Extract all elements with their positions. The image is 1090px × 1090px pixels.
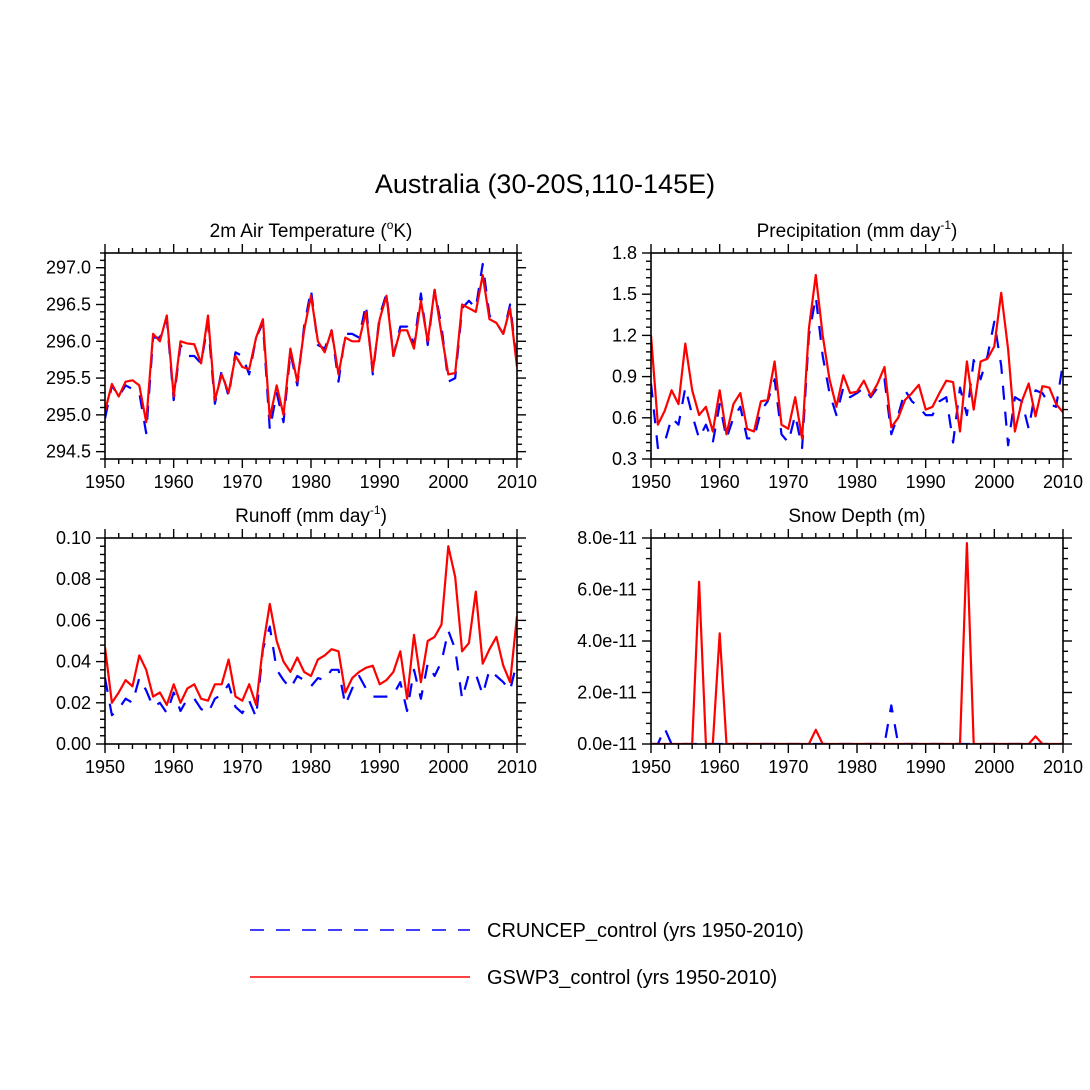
x-tick-label: 1990 (906, 472, 946, 492)
y-tick-label: 0.9 (612, 367, 637, 387)
y-tick-label: 295.0 (46, 405, 91, 425)
plot-frame (650, 537, 1064, 745)
y-tick-label: 0.10 (56, 528, 91, 548)
x-tick-label: 1970 (222, 472, 262, 492)
x-tick-label: 1990 (360, 757, 400, 777)
x-tick-label: 1950 (85, 757, 125, 777)
plot-frame (104, 252, 518, 460)
x-tick-label: 1950 (631, 757, 671, 777)
series-line-cruncep (651, 295, 1063, 450)
y-tick-label: 0.08 (56, 569, 91, 589)
x-tick-label: 1960 (154, 757, 194, 777)
x-tick-label: 1960 (154, 472, 194, 492)
y-tick-label: 0.3 (612, 449, 637, 469)
y-tick-label: 1.5 (612, 284, 637, 304)
x-tick-label: 2000 (974, 472, 1014, 492)
x-tick-label: 1950 (631, 472, 671, 492)
x-tick-label: 1950 (85, 472, 125, 492)
y-tick-label: 4.0e-11 (577, 631, 637, 651)
x-tick-label: 2010 (497, 472, 537, 492)
y-tick-label: 1.2 (612, 325, 637, 345)
y-tick-label: 296.0 (46, 331, 91, 351)
y-tick-label: 8.0e-11 (577, 528, 637, 548)
x-tick-label: 1980 (291, 757, 331, 777)
y-tick-label: 294.5 (46, 442, 91, 462)
y-tick-label: 0.04 (56, 652, 91, 672)
panel-runoff: Runoff (mm day-1) 1950 1960 1970 1980 1990 200… (56, 503, 537, 777)
x-tick-label: 1960 (700, 472, 740, 492)
x-tick-label: 2000 (974, 757, 1014, 777)
legend-label-cruncep: CRUNCEP_control (yrs 1950-2010) (487, 920, 804, 942)
series-line-gswp3 (105, 274, 517, 424)
series-line-gswp3 (651, 541, 1063, 744)
x-tick-label: 1980 (837, 757, 877, 777)
panel-title: Snow Depth (m) (788, 506, 925, 527)
plot-frame (104, 537, 518, 745)
series-line-gswp3 (651, 273, 1063, 440)
x-tick-label: 1970 (222, 757, 262, 777)
x-tick-label: 1980 (837, 472, 877, 492)
panel-title: Precipitation (mm day-1) (757, 218, 958, 242)
x-tick-label: 1990 (906, 757, 946, 777)
y-tick-label: 0.00 (56, 734, 91, 754)
y-tick-label: 295.5 (46, 368, 91, 388)
y-tick-label: 297.0 (46, 258, 91, 278)
y-tick-label: 0.06 (56, 610, 91, 630)
x-tick-label: 2010 (1043, 757, 1083, 777)
series-line-cruncep (105, 262, 517, 435)
x-tick-label: 2010 (1043, 472, 1083, 492)
x-tick-label: 1980 (291, 472, 331, 492)
series-line-gswp3 (105, 545, 517, 707)
x-tick-label: 2010 (497, 757, 537, 777)
y-tick-label: 0.6 (612, 408, 637, 428)
panel-snow-depth: Snow Depth (m) 1950 1960 1970 1980 1990 2000 20… (577, 506, 1083, 777)
legend-label-gswp3: GSWP3_control (yrs 1950-2010) (487, 967, 777, 989)
x-tick-label: 1960 (700, 757, 740, 777)
x-tick-label: 2000 (428, 757, 468, 777)
y-tick-label: 0.0e-11 (577, 734, 637, 754)
x-tick-label: 1970 (768, 472, 808, 492)
panel-air-temperature: 2m Air Temperature (oK) 1950 1960 1970 1980 1… (46, 218, 537, 492)
y-tick-label: 2.0e-11 (577, 683, 637, 703)
y-tick-label: 1.8 (612, 243, 637, 263)
series-line-cruncep (105, 625, 517, 719)
y-tick-label: 296.5 (46, 295, 91, 315)
legend: CRUNCEP_control (yrs 1950-2010) GSWP3_co… (250, 920, 804, 989)
chart-main-title: Australia (30-20S,110-145E) (375, 169, 715, 199)
panel-precipitation: Precipitation (mm day-1) 1950 1960 1970 1980… (612, 218, 1083, 492)
y-tick-label: 0.02 (56, 693, 91, 713)
x-tick-label: 2000 (428, 472, 468, 492)
y-tick-label: 6.0e-11 (577, 580, 637, 600)
x-tick-label: 1990 (360, 472, 400, 492)
x-tick-label: 1970 (768, 757, 808, 777)
panel-title: Runoff (mm day-1) (235, 503, 387, 527)
panel-title: 2m Air Temperature (oK) (210, 218, 413, 242)
